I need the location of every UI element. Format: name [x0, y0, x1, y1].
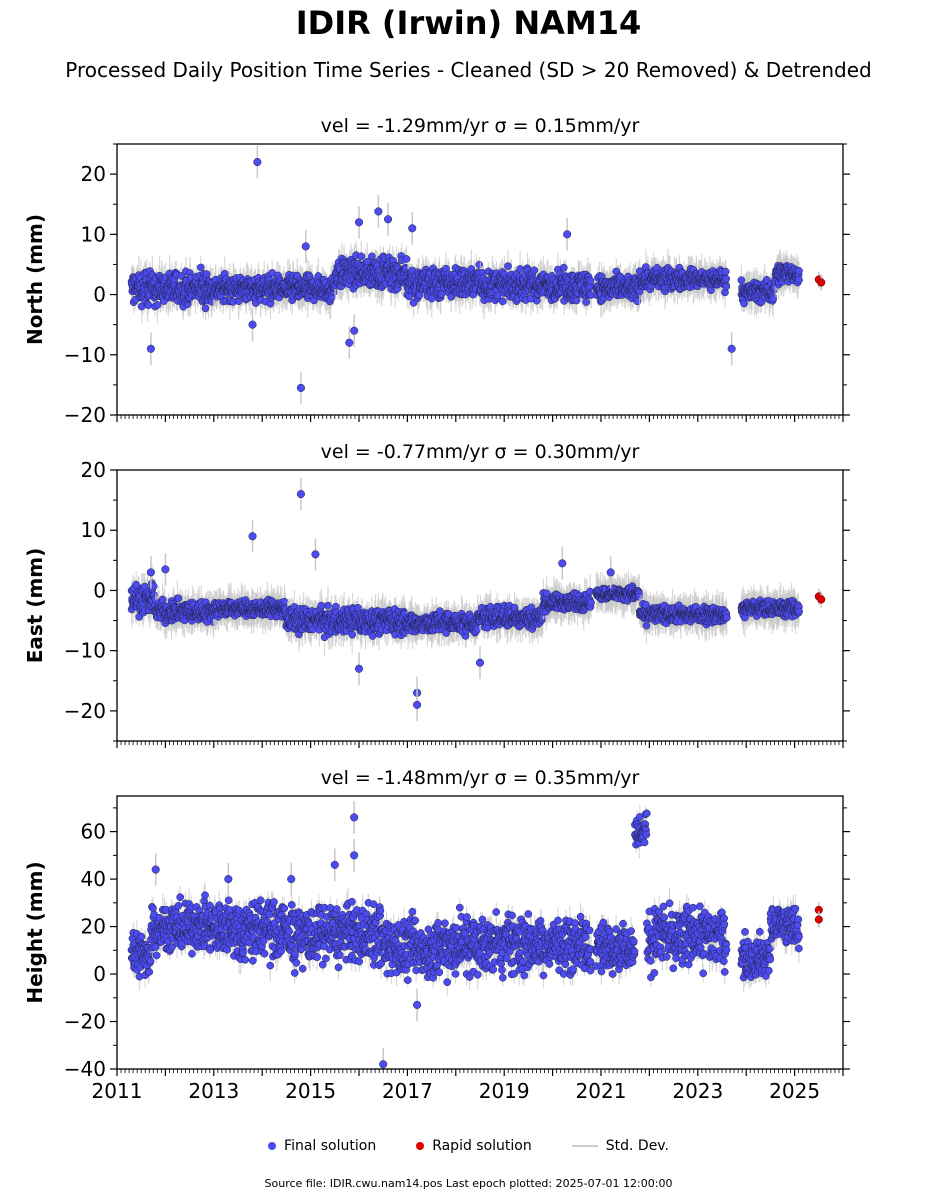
final-points — [209, 269, 339, 308]
final-point — [402, 255, 411, 263]
final-point — [721, 267, 730, 276]
final-point-outlier — [727, 344, 736, 353]
final-point — [737, 276, 746, 284]
final-point — [707, 286, 715, 294]
final-point-outlier — [253, 158, 262, 167]
final-points — [476, 262, 596, 306]
final-point-outlier — [408, 224, 417, 233]
rapid-point — [817, 278, 826, 287]
final-point — [769, 295, 777, 303]
final-points — [331, 251, 411, 294]
panel-north-ylabel: North (mm) — [23, 214, 47, 345]
panel-east-title: vel = -0.77mm/yr σ = 0.30mm/yr — [321, 441, 640, 463]
final-point-outlier — [296, 383, 305, 392]
final-point — [153, 301, 162, 309]
chart-subtitle: Processed Daily Position Time Series - C… — [65, 58, 872, 82]
y-tick-label: −10 — [64, 343, 106, 367]
final-point-outlier — [248, 320, 257, 329]
panel-north: vel = -1.29mm/yr σ = 0.15mm/yr North (mm… — [23, 115, 850, 427]
final-point-outlier — [563, 230, 572, 239]
final-point-outlier — [345, 338, 354, 347]
final-point-outlier — [383, 215, 393, 224]
panel-north-title: vel = -1.29mm/yr σ = 0.15mm/yr — [321, 115, 640, 137]
final-point — [722, 282, 731, 291]
final-point-outlier — [350, 326, 359, 335]
final-points — [403, 260, 484, 307]
final-points — [127, 263, 218, 313]
final-point-outlier — [374, 207, 383, 216]
final-point — [158, 595, 167, 604]
final-point — [357, 252, 366, 261]
final-point — [196, 263, 205, 272]
final-points — [635, 263, 731, 297]
y-tick-label: 20 — [81, 162, 106, 186]
final-point — [516, 265, 524, 273]
final-point-outlier — [146, 344, 155, 353]
final-point — [498, 297, 507, 306]
final-point — [795, 276, 803, 284]
final-point — [144, 301, 153, 310]
y-tick-label: 0 — [93, 283, 106, 307]
final-points — [592, 267, 644, 306]
plot-area — [127, 145, 826, 405]
plot-area — [127, 477, 826, 722]
final-points — [737, 276, 779, 308]
final-point — [572, 296, 581, 305]
final-point — [504, 262, 512, 270]
final-point — [740, 299, 748, 308]
final-point-outlier — [354, 218, 364, 227]
final-point — [415, 291, 424, 299]
chart-title: IDIR (Irwin) NAM14 — [295, 4, 642, 42]
y-tick-label: 10 — [81, 222, 106, 246]
final-point — [722, 275, 731, 283]
final-point — [202, 270, 211, 279]
panel-east: vel = -0.77mm/yr σ = 0.30mm/yr East (mm)… — [23, 441, 850, 748]
y-tick-label: −20 — [64, 403, 106, 427]
final-points — [771, 262, 803, 289]
final-point — [149, 582, 158, 591]
final-point — [174, 594, 183, 603]
final-point — [586, 277, 595, 285]
panel-east-ylabel: East (mm) — [23, 548, 47, 664]
final-point — [795, 267, 803, 275]
final-point — [559, 263, 568, 272]
final-points — [151, 594, 218, 628]
final-point — [582, 298, 591, 306]
final-point-outlier — [301, 242, 310, 251]
final-point — [201, 304, 210, 313]
final-point — [530, 266, 539, 275]
